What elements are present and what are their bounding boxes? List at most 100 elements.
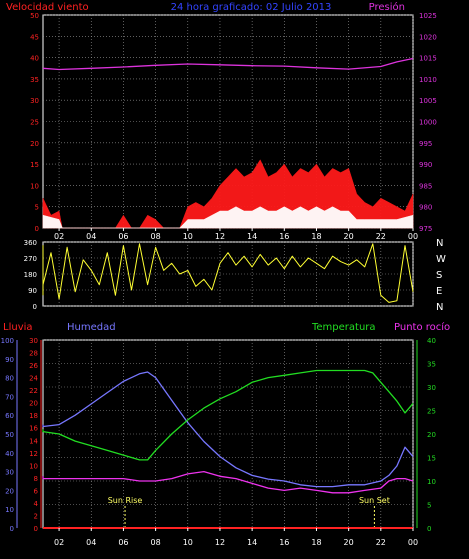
wind-x-tick: 02 xyxy=(54,232,64,241)
rain-tick: 24 xyxy=(29,375,38,383)
wind-speed-tick: 40 xyxy=(30,55,39,63)
temperature-tick: 30 xyxy=(427,384,436,392)
temperature-tick: 25 xyxy=(427,408,436,416)
humidity-tick: 80 xyxy=(5,375,14,383)
direction-tick: 90 xyxy=(28,287,37,295)
wind-speed-tick: 30 xyxy=(30,97,39,105)
rain-tick: 22 xyxy=(29,387,38,395)
rain-temp-x-tick: 00 xyxy=(408,538,418,547)
rain-tick: 28 xyxy=(29,350,38,358)
rain-tick: 12 xyxy=(29,450,38,458)
temperature-tick: 15 xyxy=(427,455,436,463)
humidity-tick: 30 xyxy=(5,469,14,477)
temperature-tick: 20 xyxy=(427,431,436,439)
rain-tick: 20 xyxy=(29,400,38,408)
wind-x-tick: 06 xyxy=(118,232,128,241)
pressure-tick: 995 xyxy=(419,140,432,148)
wind-direction-line xyxy=(42,243,414,303)
rain-tick: 30 xyxy=(29,337,38,345)
rain-tick: 26 xyxy=(29,362,38,370)
compass-tick: N xyxy=(436,302,443,313)
pressure-tick: 1020 xyxy=(419,33,437,41)
humidity-line xyxy=(42,371,414,488)
rain-temp-x-tick: 16 xyxy=(279,538,289,547)
direction-tick: 360 xyxy=(24,239,37,247)
wind-speed-tick: 45 xyxy=(30,33,39,41)
pressure-tick: 1005 xyxy=(419,97,437,105)
wind-x-tick: 10 xyxy=(183,232,193,241)
temperature-tick: 35 xyxy=(427,361,436,369)
wind-x-tick: 22 xyxy=(376,232,386,241)
rain-tick: 10 xyxy=(29,462,38,470)
wind-speed-tick: 25 xyxy=(30,119,39,127)
pressure-tick: 1000 xyxy=(419,119,437,127)
pressure-tick: 1010 xyxy=(419,76,437,84)
wind-x-tick: 14 xyxy=(247,232,257,241)
humidity-tick: 0 xyxy=(10,525,14,533)
direction-tick: 270 xyxy=(24,255,37,263)
wind-x-tick: 04 xyxy=(86,232,96,241)
wind-x-tick: 16 xyxy=(279,232,289,241)
dewpoint-line xyxy=(42,470,414,494)
rain-temp-x-tick: 08 xyxy=(151,538,161,547)
compass-tick: N xyxy=(436,238,443,249)
wind-speed-tick: 35 xyxy=(30,76,39,84)
compass-tick: E xyxy=(436,286,442,297)
pressure-tick: 980 xyxy=(419,204,432,212)
temperature-line xyxy=(42,369,414,461)
rain-tick: 18 xyxy=(29,412,38,420)
rain-tick: 0 xyxy=(34,525,38,533)
rain-temp-x-tick: 22 xyxy=(376,538,386,547)
wind-x-tick: 20 xyxy=(344,232,354,241)
sunrise-label: Sun Rise xyxy=(108,496,143,505)
humidity-tick: 40 xyxy=(5,450,14,458)
pressure-tick: 985 xyxy=(419,182,432,190)
wind-speed-label: Velocidad viento xyxy=(6,2,89,13)
wind-speed-tick: 5 xyxy=(35,204,39,212)
direction-tick: 180 xyxy=(24,271,37,279)
rain-tick: 4 xyxy=(34,500,39,508)
pressure-line xyxy=(42,57,414,71)
temperature-label: Temperatura xyxy=(311,322,376,333)
pressure-label: Presión xyxy=(369,1,405,13)
rain-tick: 8 xyxy=(34,475,38,483)
wind-x-tick: 00 xyxy=(408,232,418,241)
pressure-tick: 1025 xyxy=(419,12,437,20)
wind-speed-tick: 10 xyxy=(30,182,39,190)
rain-temp-x-tick: 20 xyxy=(344,538,354,547)
humidity-tick: 20 xyxy=(5,487,14,495)
temperature-tick: 0 xyxy=(427,525,431,533)
pressure-tick: 1015 xyxy=(419,55,437,63)
rain-tick: 6 xyxy=(34,487,39,495)
temperature-tick: 5 xyxy=(427,502,431,510)
wind-gust-area xyxy=(42,206,414,229)
rain-temp-x-tick: 14 xyxy=(247,538,257,547)
rain-temp-x-tick: 06 xyxy=(118,538,128,547)
rain-temp-x-tick: 02 xyxy=(54,538,64,547)
rain-tick: 16 xyxy=(29,425,38,433)
pressure-tick: 975 xyxy=(419,225,432,233)
humidity-label: Humedad xyxy=(67,322,116,333)
humidity-tick: 60 xyxy=(5,412,14,420)
wind-speed-tick: 50 xyxy=(30,12,39,20)
rain-temp-x-tick: 18 xyxy=(311,538,321,547)
wind-speed-tick: 0 xyxy=(35,225,39,233)
wind-speed-tick: 15 xyxy=(30,161,39,169)
wind-x-tick: 18 xyxy=(311,232,321,241)
sunset-label: Sun Set xyxy=(359,496,390,505)
temperature-tick: 10 xyxy=(427,478,436,486)
rain-tick: 14 xyxy=(29,437,38,445)
dewpoint-label: Punto rocío xyxy=(394,321,450,333)
temperature-tick: 40 xyxy=(427,337,436,345)
pressure-tick: 990 xyxy=(419,161,432,169)
wind-x-tick: 08 xyxy=(151,232,161,241)
humidity-tick: 10 xyxy=(5,506,14,514)
rain-temp-x-tick: 04 xyxy=(86,538,96,547)
rain-tick: 2 xyxy=(34,512,38,520)
humidity-tick: 100 xyxy=(1,337,14,345)
humidity-tick: 70 xyxy=(5,393,14,401)
compass-tick: S xyxy=(436,270,442,281)
